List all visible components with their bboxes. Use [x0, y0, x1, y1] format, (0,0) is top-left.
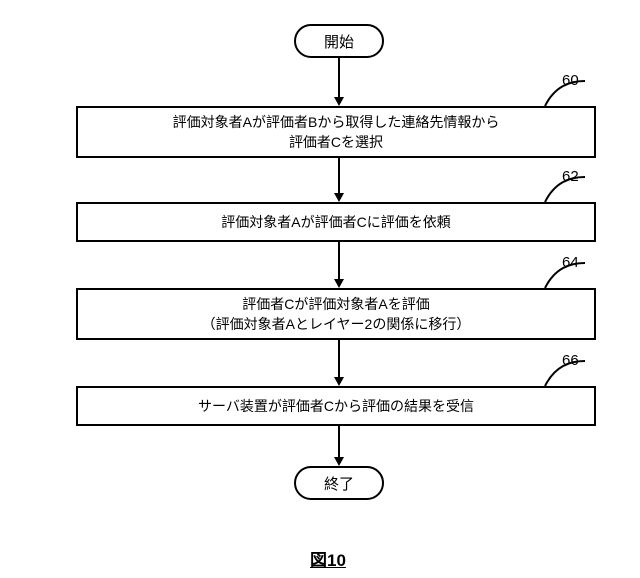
process-64-line1: 評価者Cが評価対象者Aを評価: [242, 294, 429, 314]
process-60: 評価対象者Aが評価者Bから取得した連絡先情報から 評価者Cを選択: [76, 106, 596, 158]
end-terminal: 終了: [294, 466, 384, 500]
arrow-0: [334, 97, 344, 106]
label-60: 60: [562, 72, 579, 89]
connector-0: [338, 58, 340, 97]
connector-1: [338, 158, 340, 193]
process-60-line2: 評価者Cを選択: [289, 132, 383, 152]
arrow-1: [334, 193, 344, 202]
process-62-line1: 評価対象者Aが評価者Cに評価を依頼: [221, 212, 450, 232]
process-62: 評価対象者Aが評価者Cに評価を依頼: [76, 202, 596, 242]
flowchart-canvas: 開始 評価対象者Aが評価者Bから取得した連絡先情報から 評価者Cを選択 60 評…: [0, 0, 640, 578]
connector-4: [338, 426, 340, 457]
label-62: 62: [562, 168, 579, 185]
connector-2: [338, 242, 340, 279]
end-label: 終了: [324, 473, 354, 494]
label-64: 64: [562, 254, 579, 271]
start-label: 開始: [324, 31, 354, 52]
process-66-line1: サーバ装置が評価者Cから評価の結果を受信: [198, 396, 474, 416]
connector-3: [338, 340, 340, 377]
process-66: サーバ装置が評価者Cから評価の結果を受信: [76, 386, 596, 426]
arrow-4: [334, 457, 344, 466]
start-terminal: 開始: [294, 24, 384, 58]
figure-label: 図10: [310, 546, 346, 571]
arrow-3: [334, 377, 344, 386]
process-60-line1: 評価対象者Aが評価者Bから取得した連絡先情報から: [173, 112, 500, 132]
process-64: 評価者Cが評価対象者Aを評価 （評価対象者Aとレイヤー2の関係に移行）: [76, 288, 596, 340]
label-66: 66: [562, 352, 579, 369]
process-64-line2: （評価対象者Aとレイヤー2の関係に移行）: [202, 314, 471, 334]
arrow-2: [334, 279, 344, 288]
